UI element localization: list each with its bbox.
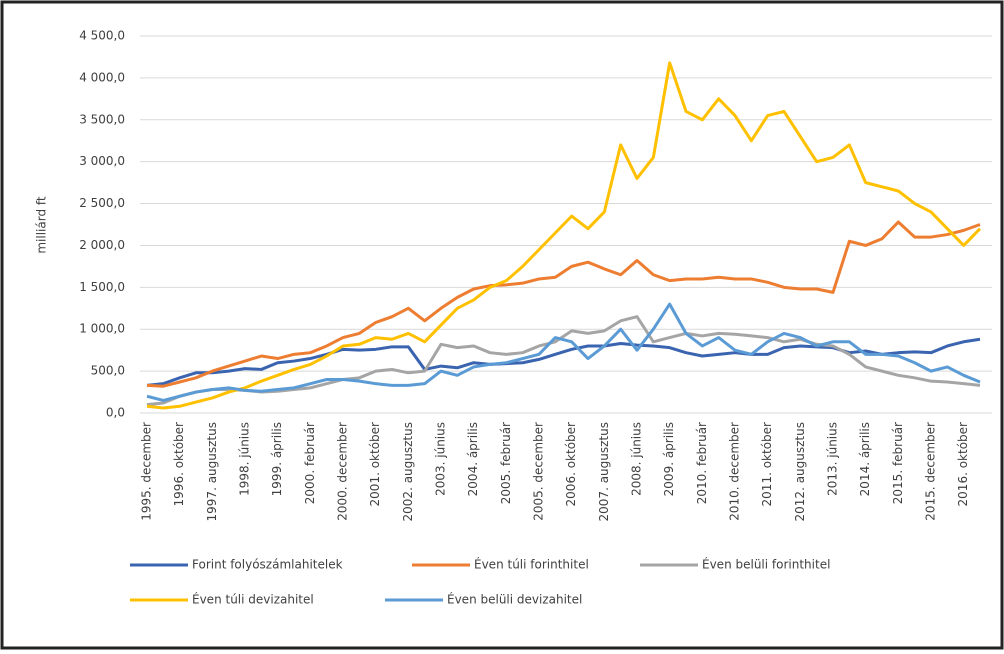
x-tick-label: 1995. december: [140, 422, 154, 521]
x-tick-label: 1996. október: [172, 422, 186, 507]
x-tick-label: 2006. október: [564, 422, 578, 507]
x-tick-label: 2011. október: [760, 422, 774, 507]
x-tick-label: 2008. június: [630, 422, 644, 496]
x-tick-label: 2012. augusztus: [793, 422, 807, 521]
x-tick-label: 1999. április: [270, 422, 284, 496]
x-tick-label: 2014. április: [858, 422, 872, 496]
legend-label: Forint folyószámlahitelek: [192, 558, 343, 572]
x-tick-label: 2000. február: [303, 422, 317, 504]
legend-label: Éven túli forinthitel: [474, 557, 589, 572]
y-tick-label: 3 500,0: [79, 112, 125, 126]
x-tick-label: 2010. december: [728, 422, 742, 521]
series-line: [146, 302, 981, 402]
legend-label: Éven belüli devizahitel: [447, 592, 582, 607]
y-tick-label: 1 000,0: [79, 322, 125, 336]
x-tick-label: 2009. április: [662, 422, 676, 496]
x-tick-label: 1998. június: [238, 422, 252, 496]
y-axis-label: milliárd ft: [35, 196, 49, 254]
y-tick-label: 1 500,0: [79, 280, 125, 294]
y-tick-label: 500,0: [91, 364, 125, 378]
x-tick-label: 2007. augusztus: [597, 422, 611, 521]
y-tick-label: 4 500,0: [79, 29, 125, 43]
y-tick-label: 0,0: [106, 406, 125, 420]
x-tick-label: 2005. december: [532, 422, 546, 521]
x-tick-label: 2015. február: [891, 422, 905, 504]
x-tick-label: 2003. június: [434, 422, 448, 496]
x-tick-label: 1997. augusztus: [205, 422, 219, 521]
x-tick-label: 2002. augusztus: [401, 422, 415, 521]
y-tick-label: 2 500,0: [79, 196, 125, 210]
x-tick-label: 2005. február: [499, 422, 513, 504]
y-tick-label: 2 000,0: [79, 238, 125, 252]
x-tick-label: 2001. október: [368, 422, 382, 507]
x-tick-label: 2004. április: [466, 422, 480, 496]
x-tick-label: 2013. június: [826, 422, 840, 496]
series-line: [146, 315, 981, 407]
legend-label: Éven túli devizahitel: [192, 592, 314, 607]
series-line: [146, 61, 982, 410]
legend-label: Éven belüli forinthitel: [702, 557, 830, 572]
y-tick-label: 4 000,0: [79, 70, 125, 84]
x-tick-label: 2010. február: [695, 422, 709, 504]
x-tick-label: 2016. október: [956, 422, 970, 507]
x-tick-label: 2000. december: [336, 422, 350, 521]
series-line: [146, 220, 981, 388]
x-tick-label: 2015. december: [924, 422, 938, 521]
y-tick-label: 3 000,0: [79, 154, 125, 168]
